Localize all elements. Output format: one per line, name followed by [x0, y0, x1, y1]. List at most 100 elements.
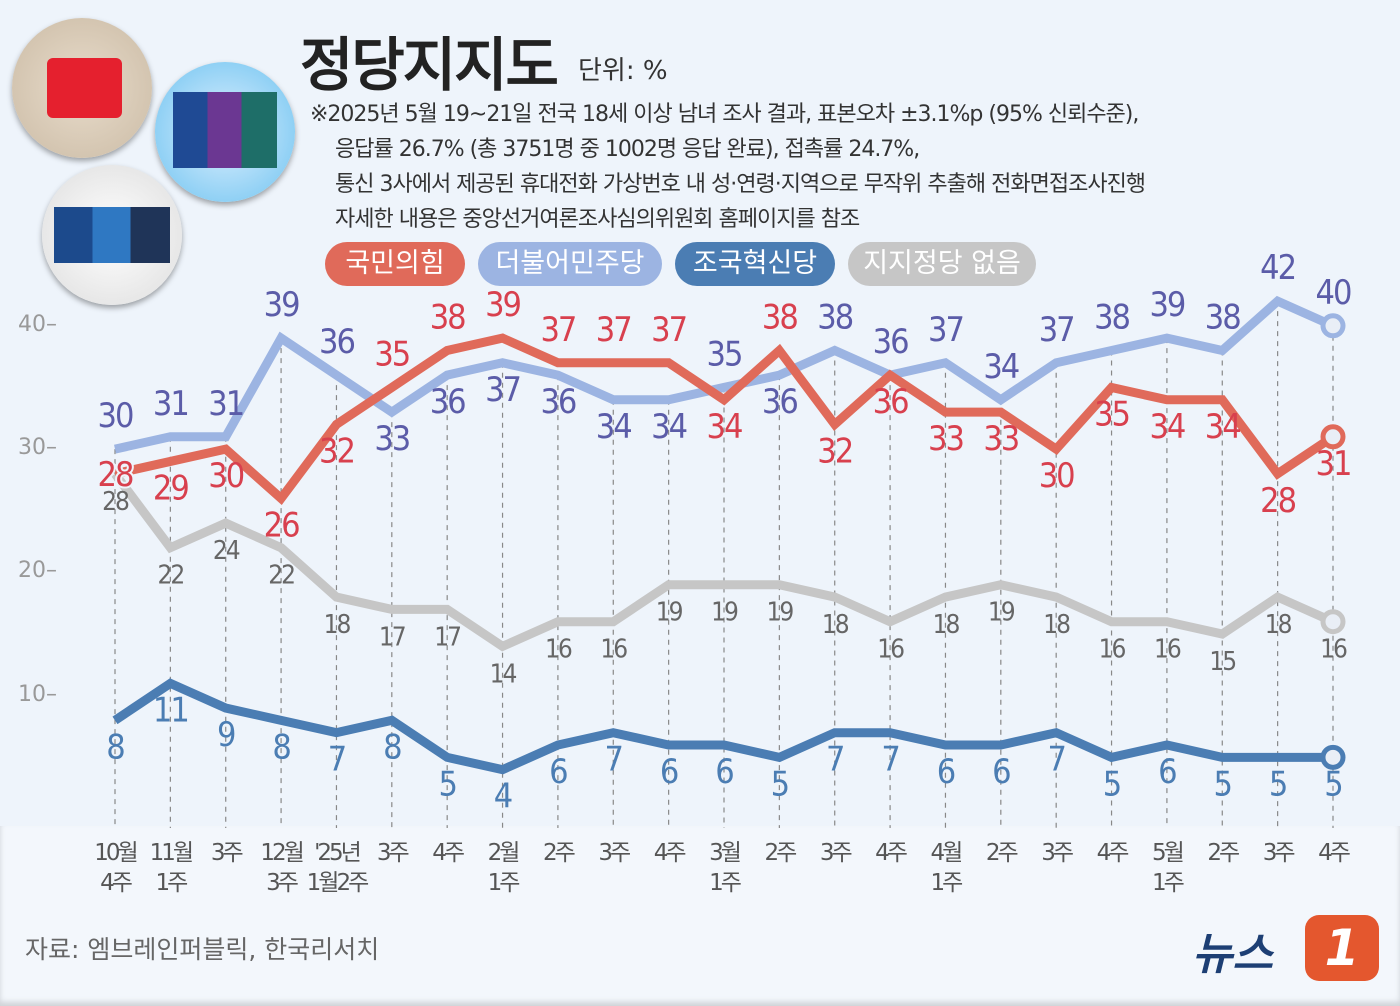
- data-label: 16: [545, 635, 572, 665]
- data-label: 40: [1316, 273, 1351, 313]
- data-label: 37: [928, 310, 963, 350]
- data-label: 8: [383, 727, 401, 767]
- data-label: 31: [208, 384, 243, 424]
- data-label: 19: [656, 598, 683, 628]
- x-tick-label: '25년 1월2주: [306, 840, 370, 896]
- data-label: 31: [153, 384, 188, 424]
- data-label: 7: [605, 740, 622, 780]
- x-tick-label: 2주: [543, 840, 576, 866]
- series-line: [114, 295, 1335, 454]
- data-label: 36: [873, 382, 908, 422]
- legend-democratic: 더불어민주당: [478, 242, 662, 286]
- data-label: 34: [707, 407, 742, 447]
- data-label: 6: [715, 752, 733, 792]
- data-label: 29: [153, 468, 188, 508]
- brand-logo-mark: 1: [1305, 915, 1379, 981]
- brand-logo: 뉴스: [1192, 929, 1273, 980]
- data-label: 38: [762, 297, 797, 337]
- data-label: 17: [434, 622, 460, 652]
- data-label: 16: [1099, 635, 1126, 665]
- y-tick-label: 40–: [18, 311, 57, 337]
- x-tick-label: 4주: [1096, 840, 1130, 866]
- x-tick-label: 4주: [875, 840, 908, 866]
- series-line: [111, 471, 1335, 652]
- x-tick-label: 12월 3주: [260, 840, 304, 896]
- data-label: 35: [707, 334, 742, 374]
- data-label: 38: [1205, 297, 1240, 337]
- data-label: 11: [153, 690, 188, 730]
- data-label: 19: [988, 598, 1015, 628]
- x-tick-label: 3주: [819, 840, 853, 866]
- data-label: 38: [430, 297, 465, 337]
- democratic-party-logo: [155, 62, 295, 202]
- data-label: 35: [374, 334, 409, 374]
- x-tick-label: 3주: [1262, 840, 1296, 866]
- data-label: 36: [540, 382, 575, 422]
- data-label: 18: [324, 610, 351, 640]
- data-label: 8: [106, 727, 124, 767]
- data-label: 4: [494, 777, 512, 817]
- y-tick-label: 20–: [18, 558, 57, 584]
- data-label: 39: [264, 285, 299, 325]
- data-label: 18: [1265, 610, 1292, 640]
- survey-note: 응답률 26.7% (총 3751명 중 1002명 응답 완료), 접촉률 2…: [335, 137, 920, 162]
- data-label: 30: [1039, 456, 1074, 496]
- series-line: [114, 333, 1336, 506]
- data-label: 37: [1039, 310, 1074, 350]
- data-label: 14: [490, 659, 517, 689]
- data-label: 30: [208, 456, 243, 496]
- x-tick-label: 2월 1주: [487, 840, 521, 896]
- x-tick-label: 10월 4주: [94, 840, 138, 896]
- data-label: 18: [1043, 610, 1070, 640]
- x-tick-label: 3월 1주: [709, 840, 742, 896]
- data-label: 17: [379, 622, 405, 652]
- data-label: 30: [98, 396, 133, 436]
- x-tick-label: 3주: [1041, 840, 1074, 866]
- data-label: 26: [264, 505, 299, 545]
- data-label: 34: [651, 407, 686, 447]
- data-label: 7: [1047, 740, 1064, 780]
- data-label: 6: [937, 752, 955, 792]
- data-label: 38: [817, 297, 852, 337]
- data-label: 16: [600, 635, 627, 665]
- survey-note: ※2025년 5월 19~21일 전국 18세 이상 남녀 조사 결과, 표본오…: [310, 102, 1139, 127]
- end-marker: [1320, 424, 1346, 450]
- data-label: 42: [1260, 248, 1295, 288]
- data-label: 19: [711, 598, 738, 628]
- chart-title: 정당지지도: [300, 31, 559, 99]
- rebuilding-korea-party-logo: [42, 165, 182, 305]
- data-label: 15: [1209, 647, 1235, 677]
- x-tick-label: 2주: [1207, 840, 1240, 866]
- data-label: 18: [933, 610, 960, 640]
- data-label: 34: [1149, 407, 1184, 447]
- data-label: 16: [877, 635, 904, 665]
- end-marker: [1320, 609, 1346, 635]
- y-tick-label: 10–: [18, 681, 57, 707]
- survey-note: 자세한 내용은 중앙선거여론조사심의위원회 홈페이지를 참조: [335, 207, 860, 232]
- x-tick-label: 5월 1주: [1152, 840, 1185, 896]
- data-label: 34: [983, 347, 1018, 387]
- data-label: 33: [983, 419, 1018, 459]
- x-tick-label: 4주: [432, 840, 465, 866]
- data-label: 24: [213, 536, 240, 566]
- y-tick-label: 30–: [18, 435, 57, 461]
- data-label: 6: [660, 752, 678, 792]
- data-label: 18: [822, 610, 849, 640]
- data-label: 37: [485, 370, 520, 410]
- x-tick-label: 4월 1주: [930, 840, 964, 896]
- data-label: 35: [1094, 394, 1129, 434]
- data-label: 8: [272, 727, 290, 767]
- unit-label: 단위: %: [578, 56, 668, 86]
- data-label: 5: [771, 764, 788, 804]
- data-label: 6: [549, 752, 567, 792]
- data-label: 36: [873, 322, 908, 362]
- end-marker: [1320, 744, 1346, 770]
- data-label: 16: [1320, 635, 1347, 665]
- data-label: 5: [1324, 764, 1341, 804]
- survey-note: 통신 3사에서 제공된 휴대전화 가상번호 내 성·연령·지역으로 무작위 추출…: [335, 172, 1146, 197]
- data-label: 5: [1103, 764, 1120, 804]
- data-label: 38: [1094, 297, 1129, 337]
- data-label: 32: [817, 431, 852, 471]
- ppp-logo: [12, 18, 152, 158]
